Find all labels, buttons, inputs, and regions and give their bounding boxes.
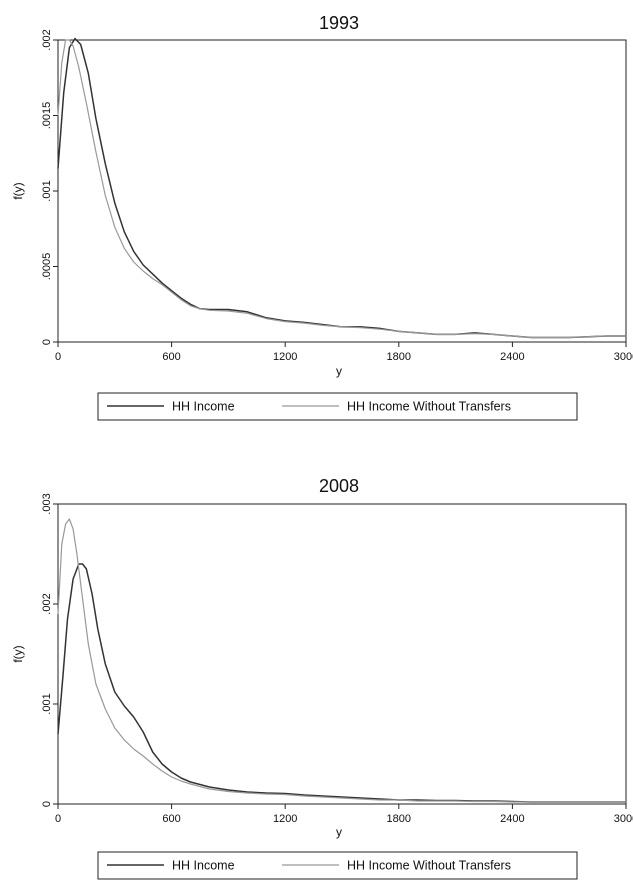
x-axis-ticks: 0 600 1200 1800 2400 3000 [55, 804, 633, 825]
x-tick-label: 2400 [500, 813, 524, 825]
x-axis-label: y [336, 364, 342, 378]
plot-frame [57, 39, 627, 343]
series-line-hh-income [57, 563, 626, 803]
legend-label-hh-income-without-transfers: HH Income Without Transfers [347, 859, 511, 873]
plot-frame [57, 503, 627, 805]
x-axis-ticks: 0 600 1200 1800 2400 3000 [55, 342, 633, 363]
y-tick-label: 0 [41, 339, 53, 345]
legend: HH Income HH Income Without Transfers [97, 392, 578, 421]
x-tick-label: 1200 [273, 351, 297, 363]
y-axis-label: f(y) [11, 182, 25, 199]
legend-label-hh-income: HH Income [172, 859, 235, 873]
series-line-hh-income-without-transfers [57, 39, 626, 339]
y-axis-label: f(y) [11, 645, 25, 662]
legend-label-hh-income-without-transfers: HH Income Without Transfers [347, 400, 511, 414]
series-lines [57, 37, 626, 339]
x-tick-label: 1800 [387, 813, 411, 825]
y-tick-label: .002 [41, 593, 53, 614]
legend: HH Income HH Income Without Transfers [97, 851, 578, 880]
x-tick-label: 600 [162, 351, 180, 363]
x-axis-label: y [336, 825, 342, 839]
y-tick-label: 0 [41, 801, 53, 807]
x-tick-label: 3000 [614, 351, 633, 363]
x-tick-label: 2400 [500, 351, 524, 363]
chart-title: 1993 [319, 13, 359, 33]
series-line-hh-income [57, 37, 626, 339]
chart-title: 2008 [319, 476, 359, 496]
chart-panel-1993: 1993 0 .0005 .001 .0015 .002 0 600 1200 1800 240… [11, 13, 633, 421]
chart-panel-2008: 2008 0.001.002.003 06001200180024003000 … [11, 476, 633, 880]
x-tick-label: 0 [55, 813, 61, 825]
series-line-hh-income-without-transfers [57, 518, 626, 803]
series-lines [57, 518, 626, 803]
y-tick-label: .0015 [41, 102, 53, 130]
y-tick-label: .003 [41, 493, 53, 514]
x-tick-label: 3000 [614, 813, 633, 825]
x-tick-label: 0 [55, 351, 61, 363]
x-tick-label: 1200 [273, 813, 297, 825]
y-axis-ticks: 0 .0005 .001 .0015 .002 [41, 29, 58, 345]
x-tick-label: 600 [162, 813, 180, 825]
x-tick-label: 1800 [387, 351, 411, 363]
y-tick-label: .0005 [41, 253, 53, 281]
y-tick-label: .001 [41, 693, 53, 714]
legend-label-hh-income: HH Income [172, 400, 235, 414]
y-tick-label: .002 [41, 29, 53, 50]
y-axis-ticks: 0 .001 .002 .003 [41, 493, 58, 807]
y-tick-label: .001 [41, 180, 53, 201]
